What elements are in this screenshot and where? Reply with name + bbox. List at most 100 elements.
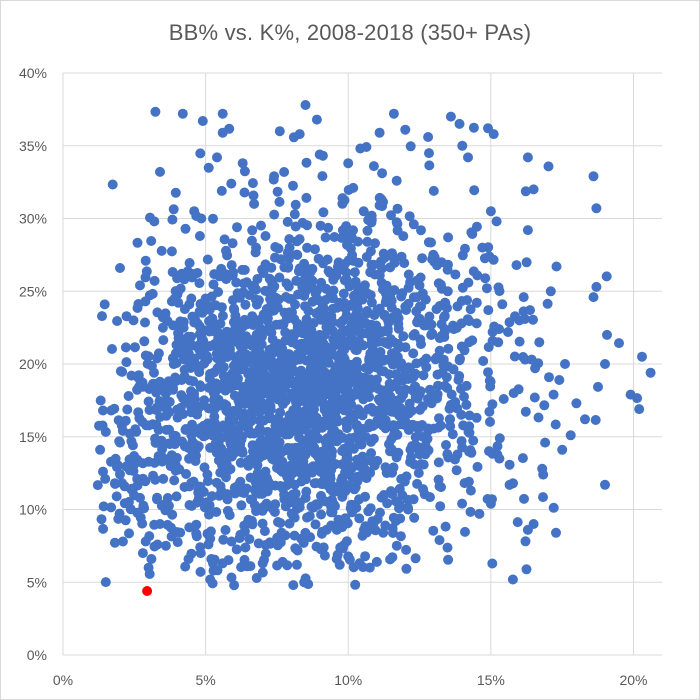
scatter-point	[460, 243, 470, 254]
scatter-point	[160, 540, 171, 551]
scatter-point	[471, 412, 482, 423]
scatter-point	[303, 305, 314, 316]
scatter-point	[149, 367, 159, 378]
scatter-point	[289, 366, 300, 377]
scatter-point	[264, 273, 275, 284]
scatter-point	[300, 527, 311, 538]
scatter-point	[548, 389, 559, 400]
scatter-point	[158, 473, 169, 484]
scatter-point	[113, 415, 124, 426]
scatter-point	[282, 216, 293, 227]
scatter-point	[363, 506, 374, 517]
chart-title: BB% vs. K%, 2008-2018 (350+ PAs)	[168, 20, 532, 45]
scatter-point	[227, 368, 237, 379]
scatter-point	[205, 442, 216, 453]
scatter-point	[298, 456, 309, 467]
scatter-point	[323, 266, 334, 276]
scatter-point	[300, 467, 310, 478]
x-tick-label: 10%	[334, 672, 362, 688]
scatter-point	[349, 291, 360, 302]
scatter-point	[170, 431, 181, 441]
scatter-point	[492, 441, 503, 452]
scatter-point	[440, 298, 451, 309]
scatter-point	[274, 196, 285, 207]
scatter-point	[426, 237, 436, 248]
scatter-point	[370, 238, 380, 249]
scatter-point	[184, 258, 195, 268]
scatter-point	[144, 405, 155, 415]
scatter-point	[330, 382, 341, 393]
scatter-point	[361, 318, 372, 329]
scatter-point	[408, 219, 419, 230]
scatter-point	[464, 337, 475, 348]
scatter-point	[391, 378, 402, 389]
scatter-point	[169, 293, 180, 304]
scatter-point	[401, 418, 412, 429]
scatter-point	[235, 328, 246, 339]
scatter-point	[335, 339, 346, 350]
scatter-point	[525, 305, 535, 316]
scatter-point	[338, 288, 349, 299]
scatter-point	[299, 321, 309, 332]
scatter-point	[215, 318, 226, 329]
scatter-point	[637, 351, 647, 362]
scatter-point	[380, 520, 391, 531]
scatter-point	[331, 524, 342, 535]
scatter-point	[452, 301, 463, 312]
scatter-point	[341, 310, 352, 321]
scatter-point	[307, 404, 318, 415]
scatter-point	[342, 239, 352, 250]
scatter-point	[317, 357, 328, 368]
scatter-point	[152, 353, 163, 364]
scatter-point	[187, 311, 198, 322]
scatter-point	[196, 213, 207, 224]
scatter-point	[392, 218, 403, 229]
scatter-point	[462, 295, 473, 306]
scatter-point	[212, 152, 222, 163]
scatter-point	[226, 178, 237, 189]
scatter-point	[404, 211, 415, 222]
scatter-point	[393, 402, 404, 413]
scatter-point	[442, 286, 453, 297]
scatter-point	[294, 432, 305, 443]
scatter-point	[520, 536, 531, 547]
scatter-point	[374, 127, 385, 138]
scatter-point	[120, 342, 131, 353]
scatter-point	[354, 558, 365, 569]
scatter-point	[387, 251, 398, 262]
scatter-point	[478, 356, 489, 366]
scatter-point	[149, 216, 160, 227]
scatter-point	[468, 122, 479, 133]
scatter-point	[211, 477, 222, 488]
scatter-point	[202, 254, 213, 265]
scatter-point	[305, 274, 316, 285]
scatter-point	[435, 501, 446, 512]
scatter-point	[381, 467, 392, 478]
scatter-point	[374, 200, 385, 211]
scatter-point	[483, 305, 494, 316]
scatter-point	[460, 526, 470, 537]
scatter-point	[316, 528, 327, 539]
scatter-point	[216, 486, 227, 496]
scatter-point	[602, 329, 612, 340]
scatter-point	[194, 278, 205, 289]
scatter-point	[483, 342, 494, 353]
scatter-point	[432, 389, 443, 400]
scatter-point	[217, 310, 228, 321]
scatter-point	[289, 530, 300, 541]
scatter-point	[423, 423, 434, 434]
scatter-point	[223, 378, 234, 389]
scatter-point	[275, 360, 286, 371]
scatter-point	[132, 237, 143, 248]
scatter-point	[408, 330, 419, 341]
scatter-point	[436, 319, 447, 330]
scatter-point	[269, 455, 280, 466]
scatter-point	[131, 426, 142, 437]
scatter-point	[237, 264, 248, 275]
scatter-point	[256, 220, 266, 231]
scatter-point	[318, 303, 329, 314]
scatter-point	[357, 423, 368, 434]
scatter-point	[194, 339, 205, 350]
scatter-point	[467, 229, 478, 239]
scatter-point	[208, 279, 219, 290]
